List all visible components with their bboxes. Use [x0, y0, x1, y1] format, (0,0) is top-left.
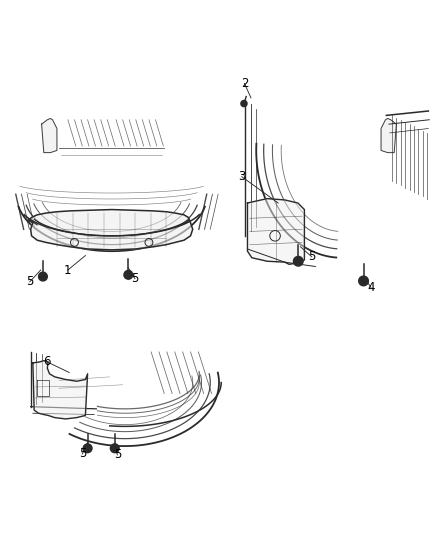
- Text: 1: 1: [64, 263, 72, 277]
- Circle shape: [124, 270, 133, 279]
- Circle shape: [293, 256, 303, 266]
- Text: 5: 5: [114, 448, 121, 462]
- Polygon shape: [33, 361, 88, 419]
- Text: 3: 3: [238, 170, 245, 183]
- Circle shape: [110, 444, 119, 453]
- Circle shape: [359, 276, 368, 286]
- Text: 4: 4: [367, 281, 375, 294]
- Text: 5: 5: [308, 251, 315, 263]
- Polygon shape: [247, 199, 304, 264]
- Circle shape: [83, 444, 92, 453]
- Polygon shape: [42, 118, 57, 152]
- Text: 2: 2: [240, 77, 248, 90]
- Polygon shape: [381, 118, 396, 152]
- Text: 5: 5: [26, 276, 33, 288]
- Polygon shape: [28, 209, 193, 250]
- Text: 5: 5: [131, 272, 138, 285]
- Text: 6: 6: [43, 356, 51, 368]
- Circle shape: [241, 101, 247, 107]
- Text: 5: 5: [79, 448, 86, 461]
- Circle shape: [39, 272, 47, 281]
